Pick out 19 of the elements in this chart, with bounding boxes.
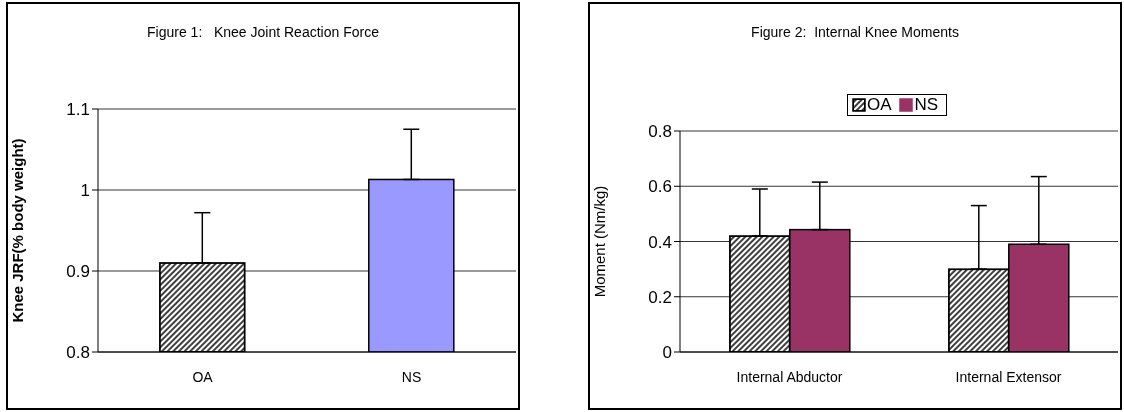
y-tick-label: 0: [662, 343, 672, 363]
chart-title: Figure 2: Internal Knee Moments: [750, 24, 960, 40]
x-tick-label: NS: [401, 368, 422, 385]
y-tick-label: 0.8: [648, 122, 672, 142]
x-tick-label: Internal Abductor: [736, 368, 843, 385]
x-tick-label: Internal Extensor: [955, 368, 1062, 385]
y-tick-label: 1.1: [66, 100, 90, 120]
y-tick-label: 0.8: [66, 343, 90, 363]
x-tick-label: OA: [192, 368, 214, 385]
y-axis-title: Moment (Nm/kg): [591, 185, 609, 298]
chart-title: Figure 1: Knee Joint Reaction Force: [146, 24, 380, 40]
y-tick-label: 0.6: [648, 177, 672, 197]
legend-label: NS: [913, 95, 939, 115]
y-tick-label: 1: [80, 181, 90, 201]
y-tick-label: 0.9: [66, 262, 90, 282]
y-tick-label: 0.2: [648, 287, 672, 307]
y-axis-title: Knee JRF(% body weight): [9, 138, 27, 323]
y-tick-label: 0.4: [648, 232, 672, 252]
legend-label: OA: [865, 95, 892, 115]
